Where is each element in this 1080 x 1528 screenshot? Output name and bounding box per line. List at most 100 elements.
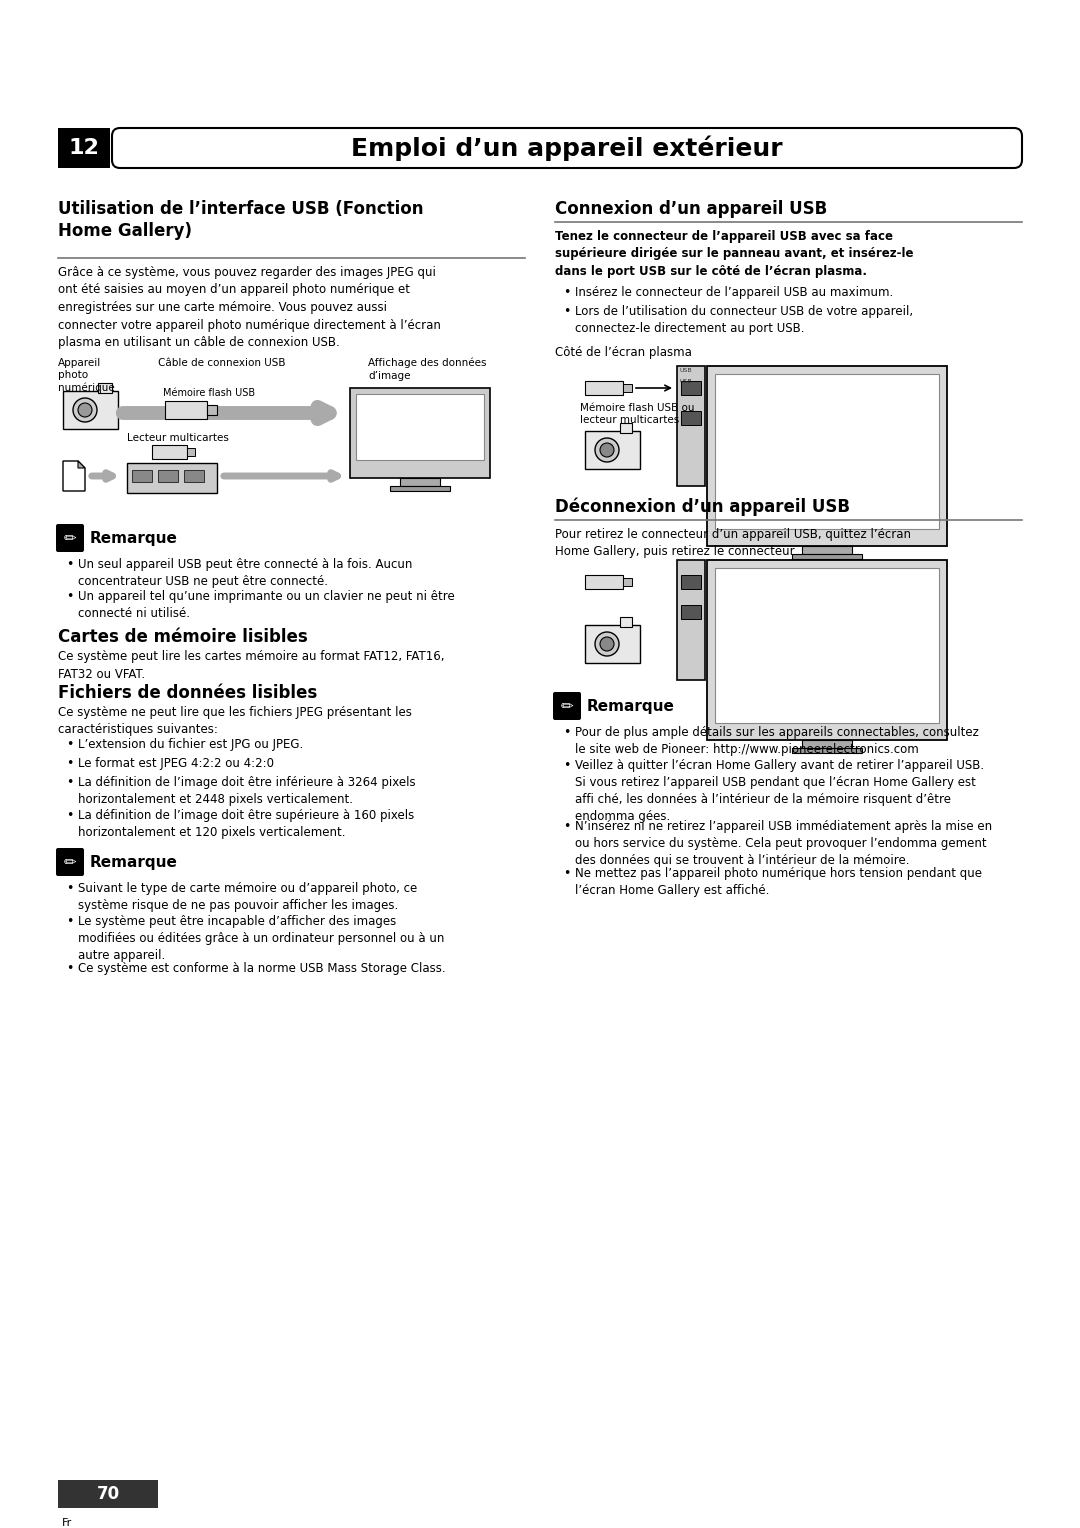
- Text: Cartes de mémoire lisibles: Cartes de mémoire lisibles: [58, 628, 308, 646]
- FancyBboxPatch shape: [400, 478, 440, 486]
- FancyBboxPatch shape: [623, 578, 632, 587]
- FancyBboxPatch shape: [98, 384, 112, 393]
- FancyArrowPatch shape: [636, 385, 671, 391]
- Text: Emploi d’un appareil extérieur: Emploi d’un appareil extérieur: [351, 136, 783, 160]
- FancyBboxPatch shape: [681, 380, 701, 396]
- Text: Fichiers de données lisibles: Fichiers de données lisibles: [58, 685, 318, 701]
- Text: Connexion d’un appareil USB: Connexion d’un appareil USB: [555, 200, 827, 219]
- Text: Grâce à ce système, vous pouvez regarder des images JPEG qui
ont été saisies au : Grâce à ce système, vous pouvez regarder…: [58, 266, 441, 348]
- FancyBboxPatch shape: [623, 384, 632, 393]
- Text: N’insérez ni ne retirez l’appareil USB immédiatement après la mise en
ou hors se: N’insérez ni ne retirez l’appareil USB i…: [575, 821, 993, 866]
- FancyBboxPatch shape: [792, 749, 862, 753]
- FancyBboxPatch shape: [715, 568, 939, 723]
- Text: Pour de plus ample détails sur les appareils connectables, consultez
le site web: Pour de plus ample détails sur les appar…: [575, 726, 978, 756]
- Text: •: •: [563, 306, 570, 318]
- Text: •: •: [66, 558, 73, 571]
- FancyBboxPatch shape: [802, 740, 852, 749]
- FancyBboxPatch shape: [585, 380, 623, 396]
- Text: 70: 70: [96, 1485, 120, 1504]
- Text: Remarque: Remarque: [588, 698, 675, 714]
- Text: •: •: [66, 590, 73, 604]
- Text: Remarque: Remarque: [90, 854, 178, 869]
- FancyBboxPatch shape: [707, 559, 947, 740]
- Text: •: •: [563, 759, 570, 772]
- FancyBboxPatch shape: [553, 692, 581, 720]
- FancyBboxPatch shape: [802, 545, 852, 555]
- FancyBboxPatch shape: [715, 374, 939, 529]
- FancyBboxPatch shape: [187, 448, 195, 455]
- Text: Utilisation de l’interface USB (Fonction
Home Gallery): Utilisation de l’interface USB (Fonction…: [58, 200, 423, 240]
- Text: •: •: [66, 738, 73, 750]
- Text: Suivant le type de carte mémoire ou d’appareil photo, ce
système risque de ne pa: Suivant le type de carte mémoire ou d’ap…: [78, 882, 417, 912]
- FancyBboxPatch shape: [207, 405, 217, 416]
- Text: •: •: [66, 915, 73, 927]
- Text: Veillez à quitter l’écran Home Gallery avant de retirer l’appareil USB.
Si vous : Veillez à quitter l’écran Home Gallery a…: [575, 759, 984, 824]
- Text: Insérez le connecteur de l’appareil USB au maximum.: Insérez le connecteur de l’appareil USB …: [575, 286, 893, 299]
- FancyArrowPatch shape: [123, 406, 329, 419]
- Polygon shape: [78, 461, 85, 468]
- Text: Côté de l’écran plasma: Côté de l’écran plasma: [555, 345, 692, 359]
- Text: •: •: [66, 808, 73, 822]
- FancyBboxPatch shape: [112, 128, 1022, 168]
- Polygon shape: [63, 461, 85, 490]
- Text: Affichage des données
d’image: Affichage des données d’image: [368, 358, 486, 380]
- FancyBboxPatch shape: [681, 411, 701, 425]
- Circle shape: [600, 443, 615, 457]
- FancyBboxPatch shape: [165, 400, 207, 419]
- FancyBboxPatch shape: [792, 555, 862, 559]
- Text: La définition de l’image doit être supérieure à 160 pixels
horizontalement et 12: La définition de l’image doit être supér…: [78, 808, 415, 839]
- Text: •: •: [563, 726, 570, 740]
- Text: Câble de connexion USB: Câble de connexion USB: [158, 358, 285, 368]
- Text: Mémoire flash USB ou
lecteur multicartes: Mémoire flash USB ou lecteur multicartes: [580, 403, 694, 425]
- Circle shape: [73, 397, 97, 422]
- Text: Appareil
photo
numérique: Appareil photo numérique: [58, 358, 114, 393]
- Circle shape: [595, 633, 619, 656]
- FancyBboxPatch shape: [585, 431, 640, 469]
- FancyBboxPatch shape: [585, 575, 623, 588]
- FancyBboxPatch shape: [58, 128, 110, 168]
- Text: Tenez le connecteur de l’appareil USB avec sa face
supérieure dirigée sur le pan: Tenez le connecteur de l’appareil USB av…: [555, 231, 914, 278]
- Text: Le système peut être incapable d’afficher des images
modifiées ou éditées grâce : Le système peut être incapable d’affiche…: [78, 915, 444, 963]
- FancyBboxPatch shape: [58, 1481, 158, 1508]
- FancyBboxPatch shape: [56, 848, 84, 876]
- FancyBboxPatch shape: [390, 486, 450, 490]
- FancyBboxPatch shape: [677, 559, 705, 680]
- FancyBboxPatch shape: [132, 471, 152, 481]
- FancyBboxPatch shape: [184, 471, 204, 481]
- Text: Mémoire flash USB: Mémoire flash USB: [163, 388, 255, 397]
- Text: Ce système peut lire les cartes mémoire au format FAT12, FAT16,
FAT32 ou VFAT.: Ce système peut lire les cartes mémoire …: [58, 649, 445, 680]
- Text: Ne mettez pas l’appareil photo numérique hors tension pendant que
l’écran Home G: Ne mettez pas l’appareil photo numérique…: [575, 866, 982, 897]
- Text: USB
USB: USB USB: [679, 368, 691, 384]
- Text: Un appareil tel qu’une imprimante ou un clavier ne peut ni être
connecté ni util: Un appareil tel qu’une imprimante ou un …: [78, 590, 455, 620]
- FancyBboxPatch shape: [56, 524, 84, 552]
- Text: Remarque: Remarque: [90, 530, 178, 545]
- FancyBboxPatch shape: [585, 625, 640, 663]
- FancyArrowPatch shape: [224, 472, 337, 480]
- FancyBboxPatch shape: [63, 391, 118, 429]
- Text: Lors de l’utilisation du connecteur USB de votre appareil,
connectez-le directem: Lors de l’utilisation du connecteur USB …: [575, 306, 913, 335]
- Text: •: •: [563, 866, 570, 880]
- Circle shape: [595, 439, 619, 461]
- Text: Ce système ne peut lire que les fichiers JPEG présentant les
caractéristiques su: Ce système ne peut lire que les fichiers…: [58, 706, 411, 736]
- FancyBboxPatch shape: [158, 471, 178, 481]
- Text: Ce système est conforme à la norme USB Mass Storage Class.: Ce système est conforme à la norme USB M…: [78, 963, 446, 975]
- Text: •: •: [563, 821, 570, 833]
- Circle shape: [78, 403, 92, 417]
- Text: •: •: [66, 776, 73, 788]
- Text: •: •: [66, 882, 73, 895]
- FancyBboxPatch shape: [681, 605, 701, 619]
- Text: Pour retirez le connecteur d’un appareil USB, quittez l’écran
Home Gallery, puis: Pour retirez le connecteur d’un appareil…: [555, 529, 912, 559]
- Circle shape: [600, 637, 615, 651]
- Text: ✏: ✏: [561, 698, 573, 714]
- Text: •: •: [66, 963, 73, 975]
- Text: Déconnexion d’un appareil USB: Déconnexion d’un appareil USB: [555, 498, 850, 516]
- FancyBboxPatch shape: [356, 394, 484, 460]
- Text: •: •: [66, 756, 73, 770]
- Text: ✏: ✏: [64, 854, 77, 869]
- FancyBboxPatch shape: [681, 575, 701, 588]
- Text: Un seul appareil USB peut être connecté à la fois. Aucun
concentrateur USB ne pe: Un seul appareil USB peut être connecté …: [78, 558, 413, 588]
- Text: Lecteur multicartes: Lecteur multicartes: [127, 432, 229, 443]
- Text: •: •: [563, 286, 570, 299]
- FancyBboxPatch shape: [350, 388, 490, 478]
- FancyBboxPatch shape: [620, 423, 632, 432]
